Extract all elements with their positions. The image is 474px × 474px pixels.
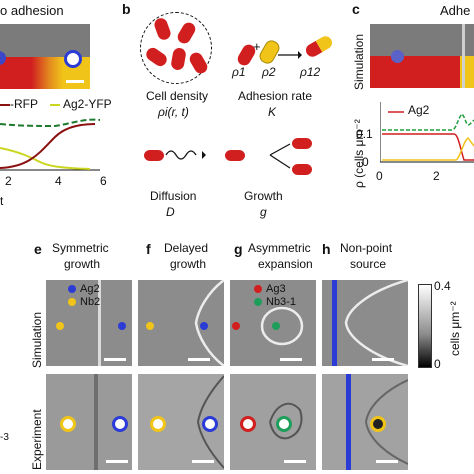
panel-a-axis-fragment: t (0, 194, 4, 208)
legend-g-red: Ag3 (266, 283, 286, 295)
row-label-simulation: Simulation (30, 311, 44, 368)
density-symbol: ρi(r, t) (158, 105, 189, 119)
panel-c-blue-dot (391, 50, 404, 63)
cell-rho12 (303, 33, 335, 60)
panel-c-xtick-1: 0 (376, 169, 383, 183)
scale-bar (104, 358, 126, 361)
plus-sign: + (253, 39, 261, 54)
legend-g-green: Nb3-1 (266, 296, 296, 308)
panel-f-letter: f (146, 241, 151, 257)
exp-h (322, 374, 408, 470)
density-label: Cell density (146, 89, 209, 103)
growth-symbol: g (260, 205, 267, 219)
arrow-icon (278, 51, 302, 59)
rho12-label: ρ12 (300, 65, 321, 79)
growth-label: Growth (244, 189, 283, 203)
panel-c-plot (380, 102, 474, 163)
panel-a-xtick-2: 4 (55, 174, 62, 188)
sim-f (138, 280, 224, 366)
row-label-experiment: Experiment (30, 409, 44, 470)
diffusion-label: Diffusion (150, 189, 197, 203)
left-fragment: -3 (0, 432, 9, 443)
scale-bar (376, 460, 398, 463)
scale-bar (66, 80, 84, 83)
panel-e-title2: growth (64, 257, 101, 271)
scale-bar (284, 460, 306, 463)
legend-yellow-label: Ag2-YFP (63, 97, 112, 111)
legend-blue-dot (68, 285, 76, 293)
sim-e (46, 280, 132, 366)
legend-red-dot (254, 285, 262, 293)
panel-g-letter: g (234, 241, 243, 257)
yellow-dot (56, 322, 64, 330)
diffusion-symbol: D (166, 205, 175, 219)
panel-h-title2: source (350, 257, 387, 271)
panel-f-title2: growth (170, 257, 207, 271)
yellow-ring (150, 416, 166, 432)
panel-c-sim-label: Simulation (352, 33, 366, 90)
yellow-ring (370, 416, 386, 432)
panel-h-letter: h (322, 241, 331, 257)
panel-g-title2: expansion (258, 257, 313, 271)
panel-e-letter: e (34, 241, 42, 257)
panel-a-blue-dot (0, 51, 6, 65)
panel-c-xtick-2: 2 (433, 169, 440, 183)
scale-bar (188, 358, 210, 361)
red-ring (240, 416, 256, 432)
red-dot (232, 322, 240, 330)
blue-dot (200, 322, 208, 330)
panel-e-title1: Symmetric (52, 241, 109, 255)
scale-bar (280, 358, 302, 361)
exp-f (138, 374, 224, 470)
rho1-label: ρ1 (232, 65, 246, 79)
panel-g-title1: Asymmetric (248, 241, 311, 255)
legend-e-yellow: Nb2 (80, 296, 101, 308)
cell-density-circle (140, 12, 212, 84)
exp-e (46, 374, 132, 470)
green-ring (276, 416, 292, 432)
legend-yellow-dot (68, 298, 76, 306)
scale-bar (192, 460, 214, 463)
legend-red-label: -RFP (10, 97, 38, 111)
panel-c-image (370, 24, 474, 88)
panel-c-ytick-2: 0 (362, 155, 369, 169)
yellow-dot (146, 322, 154, 330)
panel-a-image (0, 24, 90, 89)
blue-ring (112, 416, 128, 432)
scale-bar (372, 358, 394, 361)
panel-a-title: o adhesion (0, 3, 64, 18)
sim-g (230, 280, 316, 366)
exp-g (230, 374, 316, 470)
adhesion-label: Adhesion rate (238, 89, 313, 103)
panel-b-letter: b (122, 1, 131, 17)
panel-a-xtick-1: 2 (5, 174, 12, 188)
panel-c-ytick-1: 0.1 (356, 127, 373, 141)
adhesion-symbol: K (268, 105, 277, 119)
rho2-label: ρ2 (262, 65, 276, 79)
panel-a-yellow-dot (64, 50, 82, 68)
colorbar-max: 0.4 (434, 279, 451, 293)
colorbar-label: cells μm⁻² (448, 301, 462, 356)
sim-h (322, 280, 408, 366)
yellow-ring (60, 416, 76, 432)
panel-h-title1: Non-point (340, 241, 393, 255)
panel-a-plot (0, 118, 100, 171)
legend-green-dot (254, 298, 262, 306)
blue-dot (118, 322, 126, 330)
panel-f-title1: Delayed (164, 241, 209, 255)
green-dot (272, 322, 280, 330)
blue-ring (202, 416, 218, 432)
legend-e-blue: Ag2 (80, 283, 100, 295)
panel-c-legend: Ag2 (408, 103, 430, 117)
panel-a-xtick-3: 6 (100, 174, 107, 188)
colorbar (418, 284, 432, 368)
panel-c-title: Adhe (440, 3, 471, 18)
scale-bar (106, 460, 128, 463)
colorbar-min: 0 (434, 357, 441, 371)
diffusion-illustration (144, 138, 312, 175)
panel-c-letter: c (352, 1, 360, 17)
